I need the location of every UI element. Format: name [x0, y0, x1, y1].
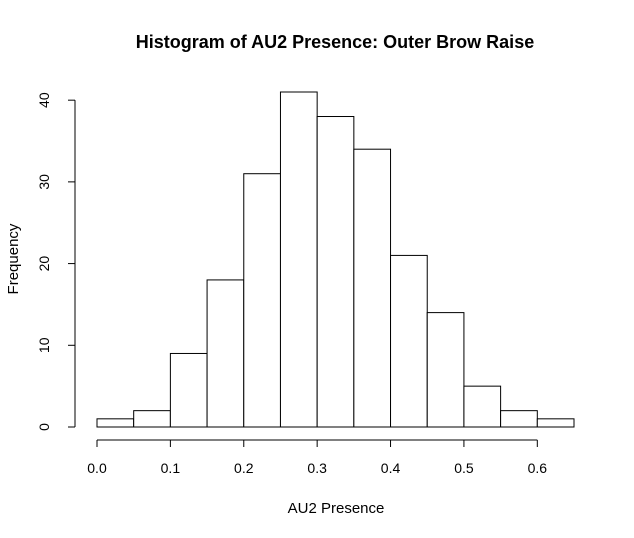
histogram-bar-0: [96, 418, 135, 428]
bars-group: [96, 91, 575, 428]
y-axis-label: Frequency: [5, 223, 22, 294]
y-axis: 0 10 20 30 40: [36, 92, 76, 431]
histogram-bar-10: [463, 385, 502, 428]
x-tick-label-6: 0.6: [528, 460, 548, 476]
x-tick-label-0: 0.0: [87, 460, 107, 476]
x-tick-label-1: 0.1: [161, 460, 181, 476]
histogram-bar-3: [206, 279, 245, 428]
chart-title: Histogram of AU2 Presence: Outer Brow Ra…: [136, 32, 534, 52]
histogram-bar-7: [353, 148, 392, 428]
y-tick-label-0: 0: [36, 423, 52, 431]
histogram-bar-8: [390, 254, 428, 428]
x-axis: 0.0 0.1 0.2 0.3 0.4 0.5 0.6: [87, 439, 548, 476]
histogram-bar-2: [169, 352, 208, 428]
histogram-bar-11: [500, 410, 538, 428]
x-tick-label-3: 0.3: [307, 460, 327, 476]
x-tick-label-2: 0.2: [234, 460, 254, 476]
y-tick-label-1: 10: [36, 337, 52, 353]
y-tick-label-2: 20: [36, 256, 52, 272]
x-tick-label-4: 0.4: [381, 460, 401, 476]
histogram-bar-4: [243, 173, 281, 428]
histogram-bar-9: [426, 312, 465, 428]
x-axis-label: AU2 Presence: [288, 500, 385, 517]
histogram-bar-12: [536, 418, 575, 428]
x-tick-label-5: 0.5: [454, 460, 474, 476]
y-tick-label-3: 30: [36, 174, 52, 190]
histogram-bar-1: [133, 410, 171, 428]
histogram-bar-5: [279, 91, 318, 428]
y-tick-label-4: 40: [36, 92, 52, 108]
histogram-bar-6: [316, 116, 355, 428]
